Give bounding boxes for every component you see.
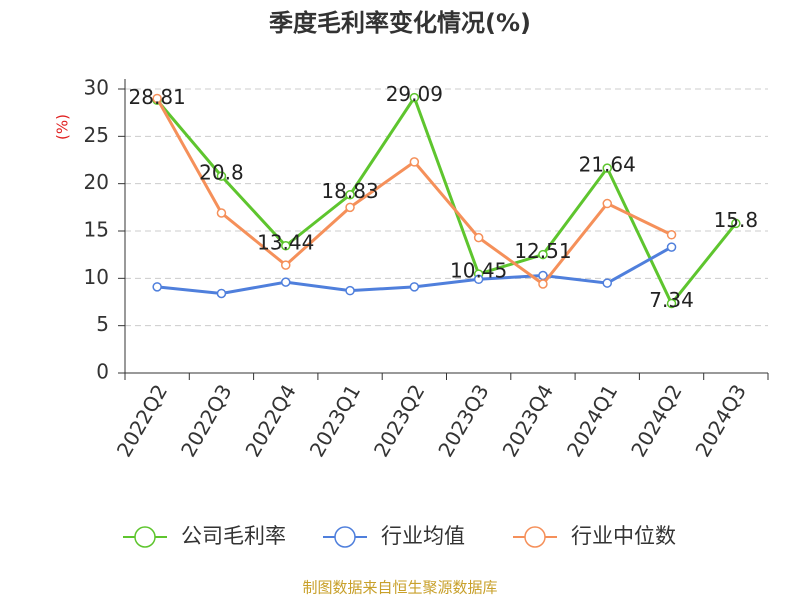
point — [409, 157, 420, 167]
y-tick-label: 20 — [84, 170, 109, 194]
y-axis-label: (%) — [54, 114, 72, 140]
point — [345, 202, 355, 213]
y-tick-label: 25 — [84, 123, 109, 147]
point — [538, 279, 548, 289]
legend-label: 行业中位数 — [571, 524, 676, 548]
point — [152, 93, 162, 104]
legend-label: 公司毛利率 — [181, 524, 286, 548]
point — [666, 242, 677, 252]
legend-marker — [334, 526, 356, 548]
data-label: 21.64 — [579, 153, 636, 177]
data-label: 15.8 — [714, 208, 759, 232]
point — [281, 260, 291, 270]
x-tick-label: 2023Q3 — [433, 380, 493, 461]
x-tick-label: 2023Q1 — [305, 380, 365, 461]
y-tick-label: 0 — [96, 360, 109, 384]
point — [216, 208, 227, 218]
data-label: 20.8 — [199, 161, 244, 185]
legend-marker — [524, 526, 546, 548]
point — [409, 282, 420, 292]
x-tick-label: 2024Q1 — [562, 380, 622, 461]
x-tick-label: 2024Q3 — [690, 380, 750, 461]
legend-marker — [134, 526, 156, 548]
legend-label: 行业均值 — [381, 524, 465, 548]
point — [216, 288, 227, 299]
point — [666, 230, 677, 240]
point — [152, 282, 162, 292]
point — [666, 298, 677, 309]
point — [473, 274, 484, 285]
data-label: 18.83 — [321, 179, 378, 203]
series-line — [156, 94, 738, 307]
point — [345, 285, 355, 296]
point — [538, 249, 548, 260]
point — [731, 218, 741, 229]
x-tick-label: 2023Q4 — [498, 380, 558, 461]
data-label: 10.45 — [450, 259, 507, 283]
point — [281, 241, 291, 251]
x-tick-label: 2024Q2 — [626, 380, 686, 461]
y-tick-label: 10 — [84, 265, 109, 289]
point — [602, 198, 612, 209]
point — [602, 163, 612, 173]
data-label: 28.81 — [129, 85, 186, 109]
point — [409, 92, 420, 103]
y-tick-label: 5 — [96, 312, 109, 336]
data-label: 13.44 — [257, 230, 314, 254]
point — [602, 278, 612, 288]
source-note: 制图数据来自恒生聚源数据库 — [302, 579, 497, 597]
x-tick-label: 2022Q3 — [176, 380, 236, 461]
point — [216, 171, 227, 181]
y-tick-label: 15 — [84, 218, 109, 242]
point — [473, 232, 484, 243]
x-tick-label: 2023Q2 — [369, 380, 429, 461]
data-label: 12.51 — [514, 239, 571, 263]
data-label: 29.09 — [386, 82, 443, 106]
data-label: 7.34 — [649, 288, 694, 312]
point — [281, 277, 291, 287]
x-tick-label: 2022Q4 — [240, 380, 300, 461]
chart-title: 季度毛利率变化情况(%) — [269, 9, 531, 37]
point — [345, 189, 355, 200]
y-tick-label: 30 — [84, 76, 109, 100]
x-tick-label: 2022Q2 — [112, 380, 172, 461]
